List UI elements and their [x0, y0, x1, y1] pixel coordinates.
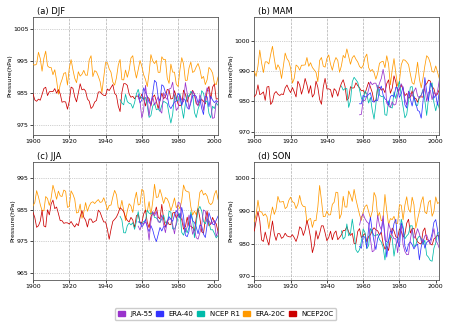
Text: (b) MAM: (b) MAM [258, 7, 293, 16]
Text: (c) JJA: (c) JJA [37, 152, 61, 161]
Y-axis label: Pressure(hPa): Pressure(hPa) [10, 199, 16, 242]
Y-axis label: Pressure(hPa): Pressure(hPa) [7, 54, 12, 97]
Y-axis label: Pressure(hPa): Pressure(hPa) [228, 54, 233, 97]
Legend: JRA-55, ERA-40, NCEP R1, ERA-20C, NCEP20C: JRA-55, ERA-40, NCEP R1, ERA-20C, NCEP20… [115, 308, 336, 320]
Text: (a) DJF: (a) DJF [37, 7, 65, 16]
Text: (d) SON: (d) SON [258, 152, 291, 161]
Y-axis label: Pressure(hPa): Pressure(hPa) [228, 199, 233, 242]
